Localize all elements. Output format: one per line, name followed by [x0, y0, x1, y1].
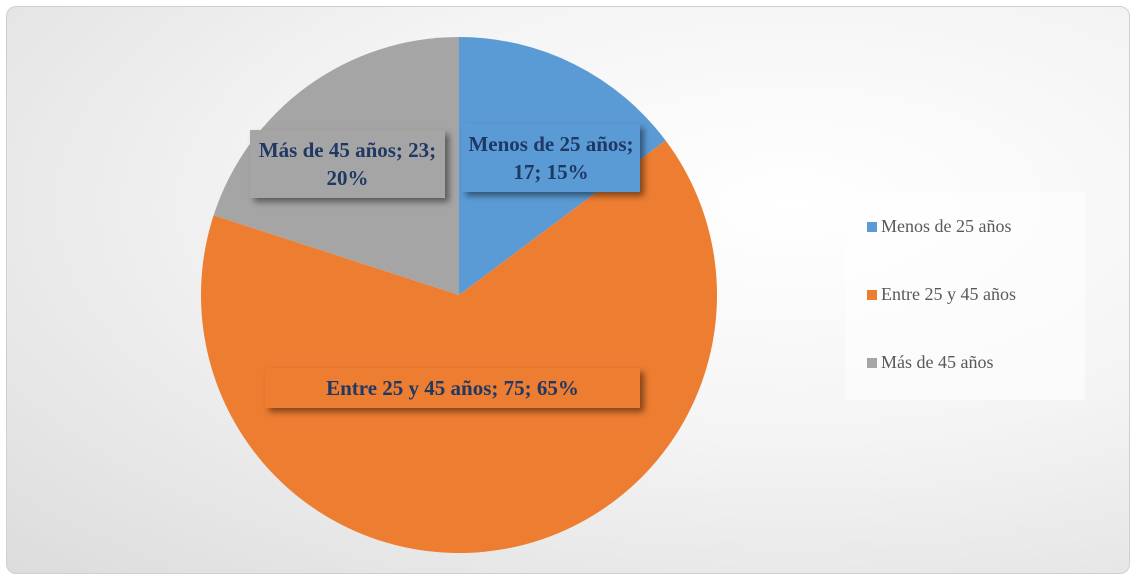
legend-item: Menos de 25 años — [867, 216, 1011, 237]
legend-label: Entre 25 y 45 años — [881, 284, 1016, 304]
legend-label: Más de 45 años — [881, 352, 994, 372]
pie-slice — [200, 140, 717, 553]
legend-swatch — [867, 357, 877, 368]
legend-item: Más de 45 años — [867, 352, 993, 373]
legend-item: Entre 25 y 45 años — [867, 284, 1016, 305]
legend-swatch — [867, 221, 877, 232]
data-label: Menos de 25 años; 17; 15% — [462, 124, 640, 192]
data-label: Entre 25 y 45 años; 75; 65% — [265, 368, 640, 408]
data-label: Más de 45 años; 23; 20% — [250, 130, 445, 198]
legend: Menos de 25 años Entre 25 y 45 años Más de… — [845, 192, 1085, 400]
legend-label: Menos de 25 años — [881, 216, 1012, 236]
legend-swatch — [867, 289, 877, 300]
